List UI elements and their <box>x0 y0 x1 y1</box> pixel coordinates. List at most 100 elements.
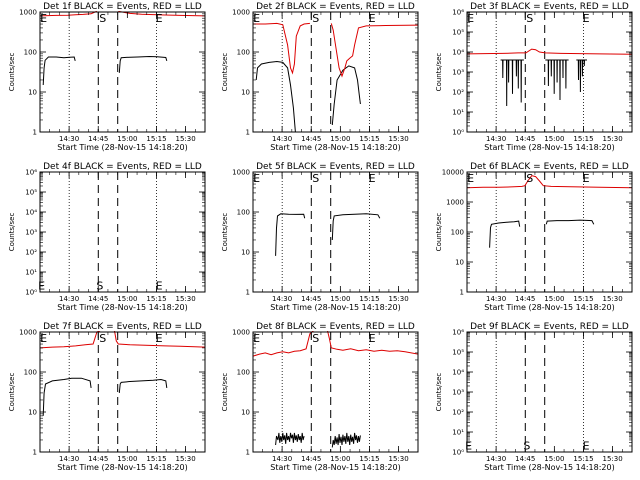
x-tick-label: 14:45 <box>88 135 108 143</box>
event-marker-s: S <box>523 440 530 453</box>
x-tick-label: 14:45 <box>515 455 535 463</box>
x-tick-label: 15:15 <box>573 295 593 303</box>
x-tick-label: 15:15 <box>146 455 166 463</box>
plot-frame <box>466 11 633 133</box>
event-marker-e: E <box>369 12 376 25</box>
y-axis-label: Counts/sec <box>8 53 16 92</box>
x-tick-label: 15:30 <box>602 135 622 143</box>
events-line-2 <box>118 55 168 73</box>
event-marker-s: S <box>526 12 533 25</box>
event-marker-e: E <box>369 332 376 345</box>
event-marker-s: S <box>312 12 319 25</box>
x-tick-label: 15:30 <box>175 135 195 143</box>
x-tick-label: 14:30 <box>272 295 292 303</box>
y-tick-label: 10¹ <box>25 269 37 277</box>
lld-line-2 <box>114 331 205 348</box>
series-group <box>253 331 418 448</box>
y-tick-label: 10⁴ <box>452 49 464 57</box>
lld-line-2 <box>327 331 418 355</box>
x-axis-label: Start Time (28-Nov-15 14:18:20) <box>484 143 614 152</box>
events-line-3 <box>576 59 587 93</box>
event-marker-e: E <box>156 280 163 293</box>
lld-line-1 <box>40 331 101 349</box>
y-tick-label: 10² <box>25 249 37 257</box>
events-line-2 <box>118 378 168 393</box>
x-axis-label: Start Time (28-Nov-15 14:18:20) <box>270 143 400 152</box>
events-line-2 <box>545 219 595 225</box>
panel-4: Det 4f BLACK = Events, RED = LLD 10⁰ 10¹ 10… <box>8 162 206 312</box>
panel-2: Det 2f BLACK = Events, RED = LLD 1 10 100 10… <box>221 2 419 152</box>
events-line-1 <box>275 213 306 256</box>
x-tick-label: 15:30 <box>175 295 195 303</box>
y-tick-label: 100 <box>24 49 37 57</box>
y-tick-label: 10¹ <box>452 109 464 117</box>
x-tick-label: 14:45 <box>301 455 321 463</box>
event-marker-s: S <box>99 332 106 345</box>
events-line-1 <box>42 377 92 416</box>
series-group <box>467 175 632 248</box>
y-axis-label: Counts/sec <box>435 213 443 252</box>
panel-title: Det 9f BLACK = Events, RED = LLD <box>470 322 629 332</box>
events-line-2 <box>545 59 569 101</box>
x-tick-label: 14:30 <box>59 295 79 303</box>
x-axis-label: Start Time (28-Nov-15 14:18:20) <box>270 463 400 472</box>
y-tick-label: 10³ <box>452 69 464 77</box>
x-tick-label: 15:15 <box>359 295 379 303</box>
event-marker-e: E <box>253 12 260 25</box>
x-tick-label: 14:45 <box>301 295 321 303</box>
panel-6: Det 6f BLACK = Events, RED = LLD 1 10 100 10… <box>435 162 633 312</box>
plot-frame <box>466 331 633 453</box>
y-tick-label: 10² <box>452 89 464 97</box>
plot-frame <box>252 171 419 293</box>
events-line-1 <box>489 220 521 248</box>
event-marker-s: S <box>312 332 319 345</box>
y-axis-label: Counts/sec <box>8 213 16 252</box>
y-tick-label: 100 <box>237 49 250 57</box>
panel-title: Det 1f BLACK = Events, RED = LLD <box>43 2 202 12</box>
x-tick-label: 15:30 <box>175 455 195 463</box>
y-tick-label: 10⁵ <box>452 349 464 357</box>
y-tick-label: 1 <box>246 289 250 297</box>
y-tick-label: 1000 <box>19 329 37 337</box>
y-tick-label: 10⁴ <box>452 369 464 377</box>
panel-8: Det 8f BLACK = Events, RED = LLD 1 10 100 10… <box>221 322 419 472</box>
events-line-2 <box>331 65 361 126</box>
panel-title: Det 5f BLACK = Events, RED = LLD <box>256 162 415 172</box>
x-tick-label: 15:00 <box>544 135 564 143</box>
event-marker-e: E <box>583 172 590 185</box>
event-marker-e: E <box>467 172 474 185</box>
y-tick-label: 10⁴ <box>25 209 37 217</box>
events-line-1 <box>500 59 524 107</box>
y-axis-label: Counts/sec <box>435 373 443 412</box>
x-axis-label: Start Time (28-Nov-15 14:18:20) <box>484 463 614 472</box>
x-axis-label: Start Time (28-Nov-15 14:18:20) <box>57 303 187 312</box>
event-marker-e: E <box>583 440 590 453</box>
x-tick-label: 14:30 <box>272 135 292 143</box>
y-tick-label: 10000 <box>442 169 464 177</box>
x-tick-label: 15:00 <box>117 135 137 143</box>
panel-7: Det 7f BLACK = Events, RED = LLD 1 10 100 10… <box>8 322 206 472</box>
event-marker-e: E <box>583 12 590 25</box>
y-tick-label: 10 <box>28 409 37 417</box>
lld-line-1 <box>467 175 632 189</box>
plot-frame <box>252 331 419 453</box>
plot-frame <box>39 331 206 453</box>
x-tick-label: 14:45 <box>88 295 108 303</box>
x-tick-label: 14:30 <box>59 455 79 463</box>
series-group <box>40 331 205 416</box>
x-tick-label: 15:30 <box>388 295 408 303</box>
x-tick-label: 15:00 <box>330 295 350 303</box>
x-tick-label: 15:00 <box>544 455 564 463</box>
x-axis-label: Start Time (28-Nov-15 14:18:20) <box>57 143 187 152</box>
y-axis-label: Counts/sec <box>221 53 229 92</box>
x-tick-label: 14:30 <box>272 455 292 463</box>
x-tick-label: 14:30 <box>486 135 506 143</box>
events-line-1 <box>255 60 296 132</box>
x-tick-label: 15:30 <box>602 455 622 463</box>
x-tick-label: 14:45 <box>515 295 535 303</box>
y-tick-label: 10 <box>241 89 250 97</box>
lld-line-1 <box>253 22 310 75</box>
y-tick-label: 10⁶ <box>452 9 464 17</box>
y-tick-label: 1000 <box>446 199 464 207</box>
